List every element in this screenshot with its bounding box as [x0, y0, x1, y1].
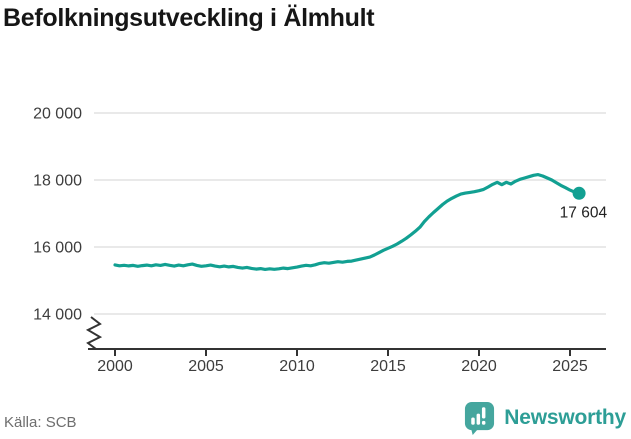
- x-axis-tick-label: 2010: [279, 358, 315, 375]
- y-axis-tick-label: 20 000: [33, 106, 82, 123]
- page-title: Befolkningsutveckling i Älmhult: [3, 4, 375, 32]
- newsworthy-bar-chart-speech-bubble-icon: [465, 401, 495, 435]
- last-data-point-marker: [572, 186, 586, 200]
- population-series-line: [113, 173, 581, 271]
- x-axis-tick-label: 2020: [461, 358, 497, 375]
- x-axis-tick-label: 2015: [370, 358, 406, 375]
- y-axis-labels-group: 20 000 18 000 16 000 14 000: [33, 106, 82, 324]
- y-axis-tick-label: 16 000: [33, 240, 82, 257]
- x-axis-group: 2000 2005 2010 2015 2020 2025: [88, 348, 606, 375]
- source-label: Källa: SCB: [4, 414, 77, 431]
- x-axis-tick-label: 2005: [188, 358, 224, 375]
- y-axis-tick-label: 14 000: [33, 307, 82, 324]
- newsworthy-wordmark: Newsworthy: [504, 405, 626, 429]
- newsworthy-logo[interactable]: Newsworthy: [463, 400, 626, 435]
- x-axis-tick-label: 2000: [97, 358, 133, 375]
- gridlines-group: [94, 112, 606, 315]
- y-axis-tick-label: 18 000: [33, 173, 82, 190]
- y-axis-break-icon: [85, 316, 103, 350]
- chart-footer: Källa: SCB Newsworthy: [4, 400, 626, 435]
- x-axis-tick-label: 2025: [552, 358, 588, 375]
- last-value-label: 17 604: [560, 204, 608, 221]
